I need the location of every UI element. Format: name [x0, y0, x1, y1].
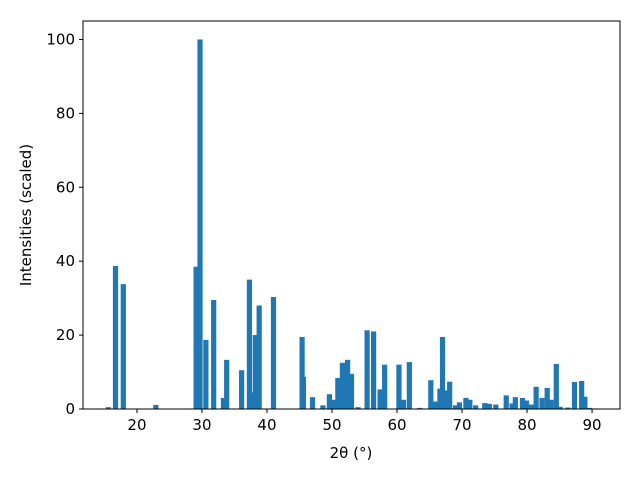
bar [582, 396, 588, 409]
bar [396, 364, 402, 409]
bar [105, 407, 111, 409]
bar [320, 405, 326, 409]
y-tick-label: 60 [56, 178, 75, 196]
bar [503, 395, 509, 409]
bar [519, 397, 526, 409]
bar [548, 399, 554, 409]
bar [417, 407, 423, 409]
bar [467, 399, 473, 409]
bar [439, 336, 446, 409]
bar [493, 404, 499, 409]
bar [197, 39, 203, 409]
bar [482, 403, 488, 409]
bar [523, 400, 529, 409]
x-tick-label: 30 [192, 416, 211, 434]
bar [153, 404, 159, 409]
bar [437, 388, 443, 409]
bar [309, 397, 316, 409]
bar [252, 335, 258, 409]
bar [509, 403, 515, 409]
bar [335, 377, 341, 409]
bar [348, 373, 355, 409]
bar [371, 331, 377, 409]
bar [473, 405, 479, 409]
bar [553, 363, 559, 409]
x-tick-label: 50 [322, 416, 341, 434]
bar [428, 380, 434, 409]
bar [256, 305, 262, 409]
bar [120, 284, 126, 409]
y-tick-label: 100 [46, 30, 75, 48]
bar [239, 370, 245, 409]
x-tick-label: 20 [127, 416, 146, 434]
bar [557, 406, 563, 409]
y-tick-label: 40 [56, 252, 75, 270]
bar [331, 399, 337, 409]
bar [452, 405, 459, 409]
bar [339, 362, 345, 409]
bar [355, 407, 361, 409]
bar [571, 382, 578, 409]
bar [220, 397, 227, 409]
bar [447, 381, 453, 409]
x-tick-label: 80 [517, 416, 536, 434]
bar [203, 339, 209, 409]
bar [544, 387, 550, 409]
bar [539, 397, 545, 409]
bar [211, 299, 217, 409]
bar [112, 265, 119, 409]
bar [382, 364, 388, 409]
bar [193, 266, 199, 409]
bar [377, 389, 383, 409]
y-axis-label: Intensities (scaled) [17, 144, 35, 286]
plot-frame [82, 20, 621, 410]
bar [299, 336, 305, 409]
bar [400, 399, 407, 409]
bar [579, 380, 585, 409]
bar [528, 404, 535, 409]
bar [270, 297, 277, 409]
bar [344, 359, 351, 409]
bar [326, 394, 332, 409]
bar [512, 397, 518, 409]
bar [456, 402, 463, 409]
x-tick-label: 70 [452, 416, 471, 434]
bar [432, 401, 438, 409]
x-tick-label: 60 [387, 416, 406, 434]
x-tick-label: 40 [257, 416, 276, 434]
x-axis-label: 2θ (°) [330, 444, 373, 462]
bar [463, 397, 469, 409]
y-tick-label: 80 [56, 104, 75, 122]
x-tick-label: 90 [582, 416, 601, 434]
bar [486, 403, 492, 409]
bar [246, 279, 253, 409]
bar [443, 390, 450, 409]
bar [300, 376, 306, 409]
bar [565, 407, 571, 409]
y-tick-label: 0 [65, 400, 75, 418]
bar [586, 407, 593, 409]
bar [224, 359, 230, 409]
bar [533, 386, 539, 409]
bar [406, 362, 412, 409]
bar [364, 330, 370, 409]
y-tick-label: 20 [56, 326, 75, 344]
